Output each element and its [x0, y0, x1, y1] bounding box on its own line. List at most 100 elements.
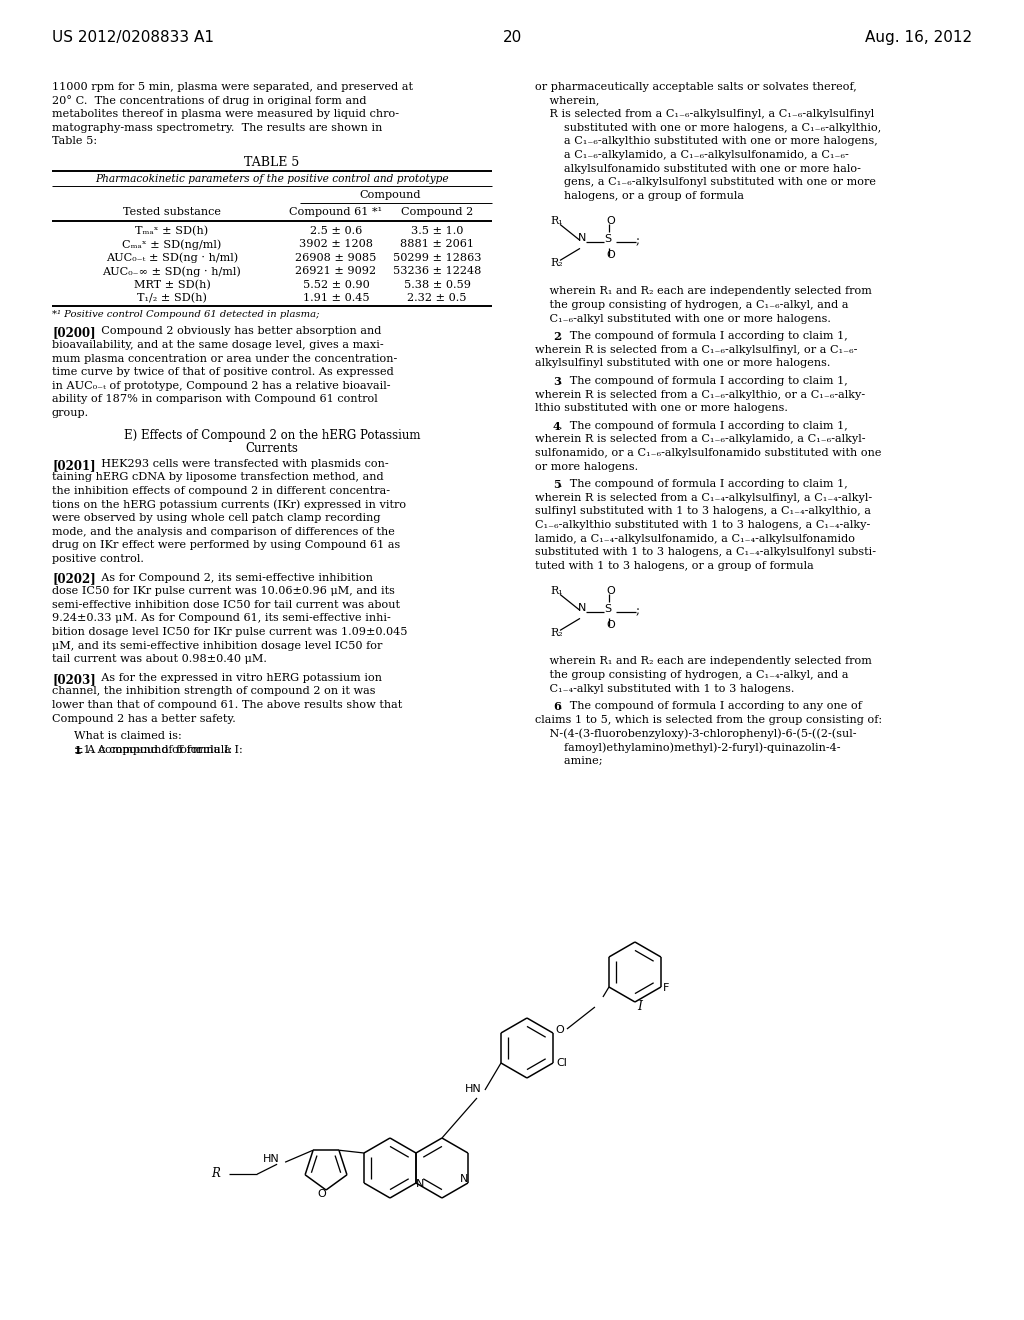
- Text: AUC₀₋ₜ ± SD(ng · h/ml): AUC₀₋ₜ ± SD(ng · h/ml): [105, 253, 239, 264]
- Text: substituted with one or more halogens, a C₁₋₆-alkylthio,: substituted with one or more halogens, a…: [535, 123, 882, 133]
- Text: group.: group.: [52, 408, 89, 418]
- Text: 9.24±0.33 μM. As for Compound 61, its semi-effective inhi-: 9.24±0.33 μM. As for Compound 61, its se…: [52, 614, 391, 623]
- Text: channel, the inhibition strength of compound 2 on it was: channel, the inhibition strength of comp…: [52, 686, 376, 697]
- Text: Aug. 16, 2012: Aug. 16, 2012: [865, 30, 972, 45]
- Text: 2.32 ± 0.5: 2.32 ± 0.5: [408, 293, 467, 304]
- Text: 50299 ± 12863: 50299 ± 12863: [393, 253, 481, 263]
- Text: N-(4-(3-fluorobenzyloxy)-3-chlorophenyl)-6-(5-((2-(sul-: N-(4-(3-fluorobenzyloxy)-3-chlorophenyl)…: [535, 729, 856, 739]
- Text: N: N: [578, 603, 587, 614]
- Text: . A compound of formula I:: . A compound of formula I:: [80, 744, 232, 755]
- Text: N: N: [460, 1173, 468, 1184]
- Text: sulfonamido, or a C₁₋₆-alkylsulfonamido substituted with one: sulfonamido, or a C₁₋₆-alkylsulfonamido …: [535, 447, 882, 458]
- Text: .  The compound of formula I according to any one of: . The compound of formula I according to…: [559, 701, 862, 711]
- Text: a C₁₋₆-alkylthio substituted with one or more halogens,: a C₁₋₆-alkylthio substituted with one or…: [535, 136, 878, 147]
- Text: 11000 rpm for 5 min, plasma were separated, and preserved at: 11000 rpm for 5 min, plasma were separat…: [52, 82, 413, 92]
- Text: Compound 2 obviously has better absorption and: Compound 2 obviously has better absorpti…: [94, 326, 381, 337]
- Text: bition dosage level IC50 for IKr pulse current was 1.09±0.045: bition dosage level IC50 for IKr pulse c…: [52, 627, 408, 638]
- Text: ;: ;: [636, 605, 640, 618]
- Text: .  The compound of formula I according to claim 1,: . The compound of formula I according to…: [559, 479, 848, 490]
- Text: 26908 ± 9085: 26908 ± 9085: [295, 253, 377, 263]
- Text: bioavailability, and at the same dosage level, gives a maxi-: bioavailability, and at the same dosage …: [52, 341, 384, 350]
- Text: HEK293 cells were transfected with plasmids con-: HEK293 cells were transfected with plasm…: [94, 459, 389, 469]
- Text: [0203]: [0203]: [52, 673, 96, 686]
- Text: Compound 61 *¹: Compound 61 *¹: [290, 207, 383, 216]
- Text: 1: 1: [74, 744, 82, 756]
- Text: μM, and its semi-effective inhibition dosage level IC50 for: μM, and its semi-effective inhibition do…: [52, 640, 382, 651]
- Text: R: R: [211, 1167, 220, 1180]
- Text: T₁/₂ ± SD(h): T₁/₂ ± SD(h): [137, 293, 207, 304]
- Text: O: O: [606, 586, 614, 597]
- Text: R₁: R₁: [550, 586, 562, 597]
- Text: time curve by twice of that of positive control. As expressed: time curve by twice of that of positive …: [52, 367, 394, 378]
- Text: a C₁₋₆-alkylamido, a C₁₋₆-alkylsulfonamido, a C₁₋₆-: a C₁₋₆-alkylamido, a C₁₋₆-alkylsulfonami…: [535, 150, 849, 160]
- Text: AUC₀₋∞ ± SD(ng · h/ml): AUC₀₋∞ ± SD(ng · h/ml): [102, 267, 242, 277]
- Text: [0200]: [0200]: [52, 326, 95, 339]
- Text: Tₘₐˣ ± SD(h): Tₘₐˣ ± SD(h): [135, 226, 209, 236]
- Text: Currents: Currents: [246, 442, 298, 455]
- Text: tions on the hERG potassium currents (IKr) expressed in vitro: tions on the hERG potassium currents (IK…: [52, 499, 407, 510]
- Text: C₁₋₆-alkylthio substituted with 1 to 3 halogens, a C₁₋₄-alky-: C₁₋₆-alkylthio substituted with 1 to 3 h…: [535, 520, 870, 531]
- Text: 26921 ± 9092: 26921 ± 9092: [296, 267, 377, 276]
- Text: wherein R₁ and R₂ each are independently selected from: wherein R₁ and R₂ each are independently…: [535, 286, 871, 297]
- Text: dose IC50 for IKr pulse current was 10.06±0.96 μM, and its: dose IC50 for IKr pulse current was 10.0…: [52, 586, 395, 597]
- Text: HN: HN: [465, 1084, 481, 1094]
- Text: 5.38 ± 0.59: 5.38 ± 0.59: [403, 280, 470, 289]
- Text: were observed by using whole cell patch clamp recording: were observed by using whole cell patch …: [52, 513, 381, 523]
- Text: R₁: R₁: [550, 216, 562, 227]
- Text: wherein R is selected from a C₁₋₆-alkylsulfinyl, or a C₁₋₆-: wherein R is selected from a C₁₋₆-alkyls…: [535, 345, 857, 355]
- Text: wherein R is selected from a C₁₋₆-alkylamido, a C₁₋₆-alkyl-: wherein R is selected from a C₁₋₆-alkyla…: [535, 434, 865, 445]
- Text: 6: 6: [553, 701, 561, 713]
- Text: O: O: [606, 216, 614, 227]
- Text: ±1. A compound of formula I:: ±1. A compound of formula I:: [74, 744, 243, 755]
- Text: tuted with 1 to 3 halogens, or a group of formula: tuted with 1 to 3 halogens, or a group o…: [535, 561, 814, 570]
- Text: I: I: [638, 1001, 642, 1012]
- Text: MRT ± SD(h): MRT ± SD(h): [133, 280, 211, 290]
- Text: alkylsulfonamido substituted with one or more halo-: alkylsulfonamido substituted with one or…: [535, 164, 861, 174]
- Text: Tested substance: Tested substance: [123, 207, 221, 216]
- Text: R is selected from a C₁₋₆-alkylsulfinyl, a C₁₋₆-alkylsulfinyl: R is selected from a C₁₋₆-alkylsulfinyl,…: [535, 110, 874, 119]
- Text: the inhibition effects of compound 2 in different concentra-: the inhibition effects of compound 2 in …: [52, 486, 390, 496]
- Text: .  The compound of formula I according to claim 1,: . The compound of formula I according to…: [559, 376, 848, 385]
- Text: 3902 ± 1208: 3902 ± 1208: [299, 239, 373, 249]
- Text: taining hERG cDNA by liposome transfection method, and: taining hERG cDNA by liposome transfecti…: [52, 473, 384, 482]
- Text: 3.5 ± 1.0: 3.5 ± 1.0: [411, 226, 463, 236]
- Text: alkylsulfinyl substituted with one or more halogens.: alkylsulfinyl substituted with one or mo…: [535, 359, 830, 368]
- Text: What is claimed is:: What is claimed is:: [74, 731, 181, 742]
- Text: Compound 2: Compound 2: [400, 207, 473, 216]
- Text: drug on IKr effect were performed by using Compound 61 as: drug on IKr effect were performed by usi…: [52, 540, 400, 550]
- Text: Cl: Cl: [556, 1059, 567, 1068]
- Text: [0201]: [0201]: [52, 459, 95, 471]
- Text: gens, a C₁₋₆-alkylsulfonyl substituted with one or more: gens, a C₁₋₆-alkylsulfonyl substituted w…: [535, 177, 876, 187]
- Text: semi-effective inhibition dose IC50 for tail current was about: semi-effective inhibition dose IC50 for …: [52, 599, 400, 610]
- Text: S: S: [604, 235, 611, 244]
- Text: substituted with 1 to 3 halogens, a C₁₋₄-alkylsulfonyl substi-: substituted with 1 to 3 halogens, a C₁₋₄…: [535, 548, 876, 557]
- Text: .  The compound of formula I according to claim 1,: . The compound of formula I according to…: [559, 331, 848, 341]
- Text: O: O: [606, 251, 614, 260]
- Text: 53236 ± 12248: 53236 ± 12248: [393, 267, 481, 276]
- Text: E) Effects of Compound 2 on the hERG Potassium: E) Effects of Compound 2 on the hERG Pot…: [124, 429, 420, 442]
- Text: lower than that of compound 61. The above results show that: lower than that of compound 61. The abov…: [52, 700, 402, 710]
- Text: or more halogens.: or more halogens.: [535, 462, 638, 471]
- Text: N: N: [578, 234, 587, 243]
- Text: positive control.: positive control.: [52, 554, 144, 564]
- Text: O: O: [555, 1026, 563, 1035]
- Text: 2: 2: [553, 331, 561, 342]
- Text: As for Compound 2, its semi-effective inhibition: As for Compound 2, its semi-effective in…: [94, 573, 373, 582]
- Text: lamido, a C₁₋₄-alkylsulfonamido, a C₁₋₄-alkylsulfonamido: lamido, a C₁₋₄-alkylsulfonamido, a C₁₋₄-…: [535, 533, 855, 544]
- Text: C₁₋₆-alkyl substituted with one or more halogens.: C₁₋₆-alkyl substituted with one or more …: [535, 314, 830, 323]
- Text: O: O: [606, 620, 614, 631]
- Text: tail current was about 0.98±0.40 μM.: tail current was about 0.98±0.40 μM.: [52, 655, 267, 664]
- Text: wherein R is selected from a C₁₋₆-alkylthio, or a C₁₋₆-alky-: wherein R is selected from a C₁₋₆-alkylt…: [535, 389, 865, 400]
- Text: C₁₋₄-alkyl substituted with 1 to 3 halogens.: C₁₋₄-alkyl substituted with 1 to 3 halog…: [535, 684, 795, 693]
- Text: halogens, or a group of formula: halogens, or a group of formula: [535, 191, 744, 201]
- Text: 20° C.  The concentrations of drug in original form and: 20° C. The concentrations of drug in ori…: [52, 95, 367, 107]
- Text: amine;: amine;: [535, 755, 603, 766]
- Text: .  The compound of formula I according to claim 1,: . The compound of formula I according to…: [559, 421, 848, 430]
- Text: N: N: [416, 1179, 424, 1189]
- Text: TABLE 5: TABLE 5: [245, 156, 300, 169]
- Text: wherein R is selected from a C₁₋₄-alkylsulfinyl, a C₁₋₄-alkyl-: wherein R is selected from a C₁₋₄-alkyls…: [535, 492, 872, 503]
- Text: matography-mass spectrometry.  The results are shown in: matography-mass spectrometry. The result…: [52, 123, 382, 133]
- Text: in AUC₀₋ₜ of prototype, Compound 2 has a relative bioavail-: in AUC₀₋ₜ of prototype, Compound 2 has a…: [52, 380, 390, 391]
- Text: *¹ Positive control Compound 61 detected in plasma;: *¹ Positive control Compound 61 detected…: [52, 310, 319, 319]
- Text: 5: 5: [553, 479, 561, 490]
